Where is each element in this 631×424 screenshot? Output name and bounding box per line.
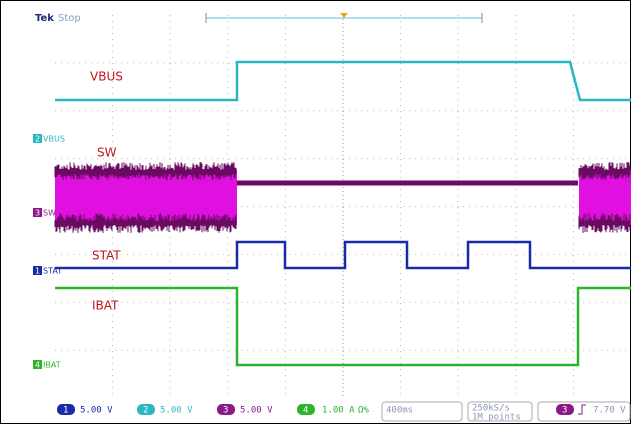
vbus-trace (55, 60, 631, 102)
marker-number: 1 (35, 267, 40, 276)
trace-label: SW (97, 146, 117, 160)
channel-marker: 1 STAT (33, 266, 62, 276)
sw-noise-edge (54, 162, 237, 233)
channel-scale: 5.00 V (160, 406, 193, 416)
marker-number: 4 (35, 361, 40, 370)
stat-trace (55, 240, 631, 270)
record-length: 1M points (472, 413, 521, 423)
trace-label: VBUS (90, 70, 123, 84)
channel-marker: 2 VBUS (33, 134, 65, 144)
status: Stop (58, 13, 81, 24)
sample-rate: 250kS/s (472, 404, 510, 414)
marker-number: 3 (35, 209, 40, 218)
brand: Tek (35, 13, 54, 24)
timebase: 400ms (386, 406, 413, 416)
sw-noise (54, 162, 631, 233)
channel-marker: 4 IBAT (33, 360, 61, 370)
channel-number: 2 (143, 406, 148, 416)
marker-label: STAT (43, 267, 62, 276)
channel-number: 4 (303, 406, 308, 416)
trigger-level: 7.70 V (593, 406, 626, 416)
trace-label: IBAT (92, 299, 119, 313)
channel-scale: 1.00 A (322, 406, 355, 416)
channel-scale: 5.00 V (80, 406, 113, 416)
marker-label: SW (43, 209, 56, 218)
marker-label: IBAT (43, 361, 61, 370)
channel-extra: Ω% (358, 406, 369, 416)
marker-number: 2 (35, 135, 40, 144)
ibat-trace (55, 286, 631, 367)
channel-marker: 3 SW (33, 208, 56, 218)
channel-number: 3 (223, 406, 228, 416)
trace-label: STAT (92, 249, 121, 263)
footer: 1 5.00 V 2 5.00 V 3 5.00 V 4 1.00 A Ω% 4… (57, 401, 631, 423)
trigger-position (340, 13, 348, 18)
channel-number: 1 (63, 406, 68, 416)
channel-scale: 5.00 V (240, 406, 273, 416)
sw-noise-edge (578, 162, 631, 233)
marker-label: VBUS (43, 135, 65, 144)
level-marker (626, 176, 631, 184)
trigger-channel: 3 (562, 406, 567, 416)
trigger-slope (578, 404, 586, 415)
